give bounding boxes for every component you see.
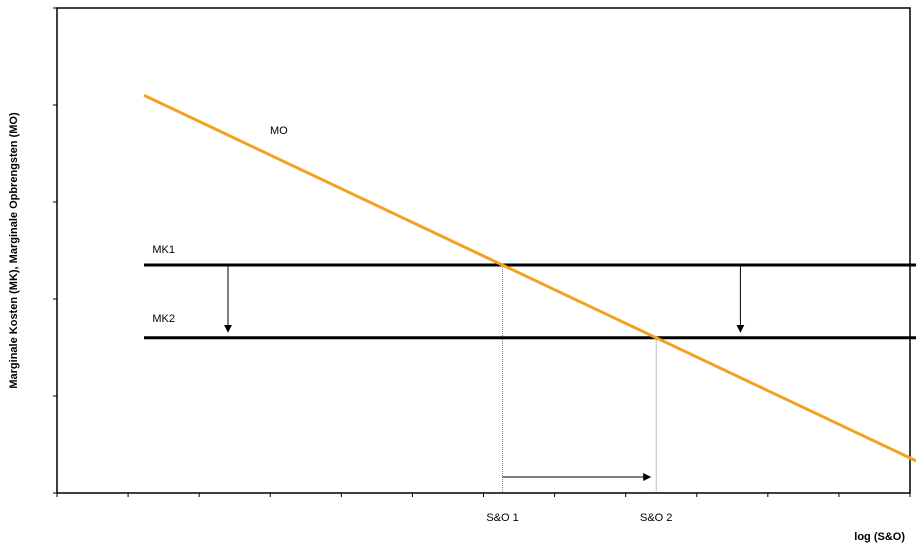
x-axis-ticks: [56, 493, 911, 497]
plot-area-frame: [56, 7, 911, 494]
y-axis-ticks: [53, 7, 57, 494]
series-label-mo: MO: [270, 125, 288, 137]
series-label-mk2: MK2: [152, 313, 175, 325]
series-label-mk1: MK1: [152, 244, 175, 256]
x-tick-label-so2: S&O 2: [640, 512, 672, 524]
y-axis-title: Marginale Kosten (MK), Marginale Opbreng…: [8, 112, 20, 389]
series-mo-line: [143, 93, 916, 463]
x-tick-label-so1: S&O 1: [486, 512, 518, 524]
x-axis-title: log (S&O): [854, 531, 905, 543]
